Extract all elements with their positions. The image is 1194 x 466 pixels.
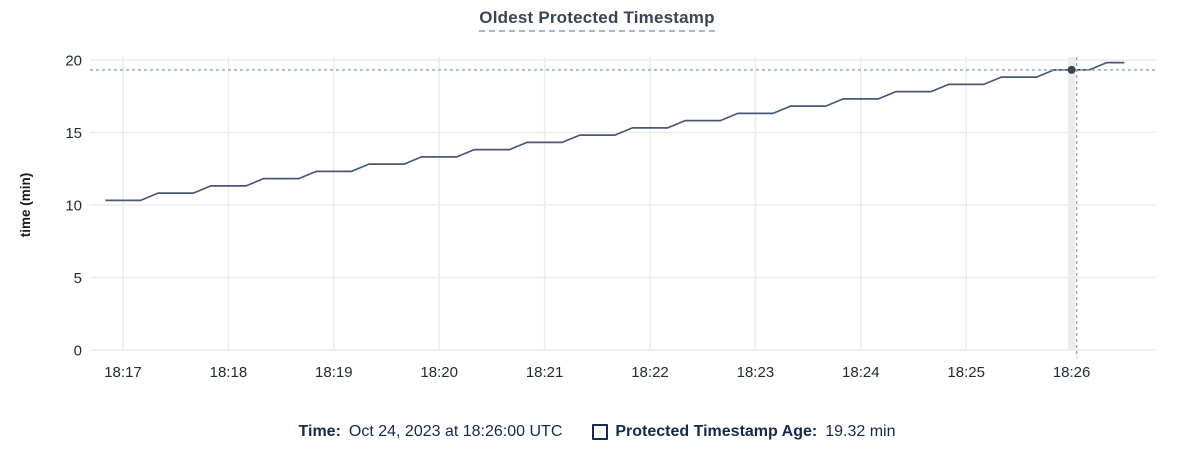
series-line-protected-timestamp-age: [105, 61, 1125, 202]
time-value: Oct 24, 2023 at 18:26:00 UTC: [348, 423, 563, 440]
x-tick-label: 18:22: [631, 364, 669, 381]
x-tick-label: 18:23: [737, 364, 775, 381]
x-tick-label: 18:20: [420, 364, 458, 381]
chart-title-wrap: Oldest Protected Timestamp: [0, 8, 1194, 32]
time-label: Time:: [298, 423, 341, 440]
series-label: Protected Timestamp Age:: [615, 423, 818, 440]
y-tick-label: 5: [74, 270, 82, 287]
chart-title: Oldest Protected Timestamp: [479, 8, 715, 32]
x-tick-label: 18:18: [210, 364, 248, 381]
x-tick-label: 18:17: [104, 364, 142, 381]
x-tick-label: 18:24: [842, 364, 880, 381]
x-tick-label: 18:19: [315, 364, 353, 381]
hover-data-point-dot: [1067, 65, 1076, 74]
series-value: 19.32 min: [825, 423, 896, 440]
x-tick-label: 18:26: [1053, 364, 1091, 381]
chart-plot-area[interactable]: 0 5 10 15 20 18:17 18:18 18:19 18:20 18:21 18:22 18…: [0, 0, 1194, 400]
chart-hover-legend: Time: Oct 24, 2023 at 18:26:00 UTC Prote…: [0, 421, 1194, 443]
y-axis-title: time (min): [18, 173, 33, 238]
y-tick-label: 15: [65, 125, 82, 142]
series-toggle-checkbox[interactable]: [592, 424, 609, 440]
y-tick-label: 10: [65, 198, 82, 215]
x-tick-label: 18:25: [947, 364, 985, 381]
x-tick-label: 18:21: [526, 364, 564, 381]
y-tick-label: 20: [65, 53, 82, 70]
y-tick-label: 0: [74, 343, 82, 360]
